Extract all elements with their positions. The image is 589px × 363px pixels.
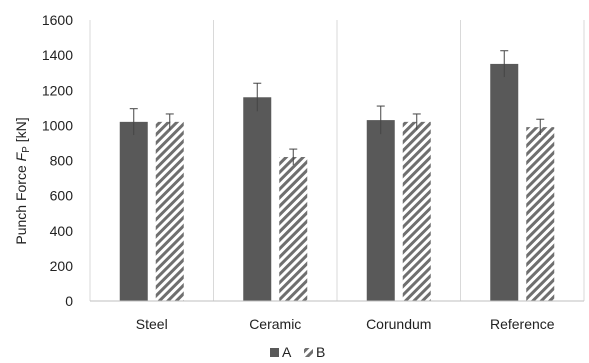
x-category-label: Ceramic bbox=[249, 316, 301, 332]
bar-b bbox=[402, 121, 431, 301]
y-axis-label-unit: [kN] bbox=[13, 117, 29, 146]
bar-a bbox=[366, 120, 395, 301]
legend-label-b: B bbox=[316, 344, 325, 360]
x-category-label: Corundum bbox=[366, 316, 431, 332]
y-tick-label: 1400 bbox=[42, 47, 73, 63]
error-bars bbox=[129, 50, 545, 165]
legend-swatch-a bbox=[270, 348, 279, 357]
x-axis-categories: Steel Ceramic Corundum Reference bbox=[136, 316, 555, 332]
bar-b bbox=[155, 121, 184, 301]
y-tick-label: 1000 bbox=[42, 117, 73, 133]
y-axis-label: Punch Force FP [kN] bbox=[13, 117, 32, 244]
y-tick-label: 0 bbox=[65, 293, 73, 309]
y-tick-label: 200 bbox=[50, 258, 74, 274]
bar-a bbox=[119, 121, 148, 301]
y-tick-label: 400 bbox=[50, 223, 74, 239]
y-tick-label: 600 bbox=[50, 188, 74, 204]
bar-a bbox=[490, 63, 519, 301]
bar-b bbox=[279, 156, 308, 301]
y-axis-label-prefix: Punch Force bbox=[13, 161, 29, 244]
y-axis-label-subscript: P bbox=[21, 146, 32, 153]
x-category-label: Reference bbox=[490, 316, 555, 332]
bar-b bbox=[526, 127, 555, 301]
y-tick-label: 1600 bbox=[42, 12, 73, 28]
chart-bars bbox=[119, 63, 555, 302]
legend-swatch-b bbox=[304, 348, 313, 357]
bar-a bbox=[243, 97, 272, 302]
y-axis-ticks: 0 200 400 600 800 1000 1200 1400 1600 bbox=[42, 12, 73, 309]
chart-gridlines bbox=[89, 20, 585, 301]
x-category-label: Steel bbox=[136, 316, 168, 332]
legend: A B bbox=[270, 344, 325, 360]
y-axis-label-symbol: F bbox=[13, 151, 29, 161]
legend-label-a: A bbox=[282, 344, 292, 360]
y-tick-label: 1200 bbox=[42, 82, 73, 98]
y-tick-label: 800 bbox=[50, 153, 74, 169]
